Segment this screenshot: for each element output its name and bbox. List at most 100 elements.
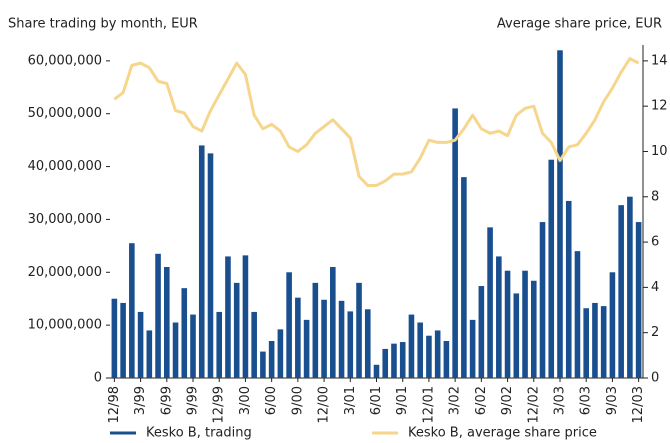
bar xyxy=(504,270,511,378)
bar xyxy=(207,153,214,378)
x-tick-label: 12/03 xyxy=(631,386,646,423)
x-tick-label: 6/03 xyxy=(579,386,594,415)
bar xyxy=(233,282,240,378)
bar xyxy=(496,256,502,378)
bar xyxy=(364,309,371,378)
bar xyxy=(225,256,231,378)
x-tick-label: 6/01 xyxy=(369,386,384,415)
y-tick-label: 30,000,000 xyxy=(28,212,102,227)
bar xyxy=(382,348,389,378)
bar xyxy=(627,196,633,378)
x-tick-label: 12/98 xyxy=(107,386,122,423)
bar xyxy=(120,302,126,378)
bar xyxy=(618,205,624,378)
legend-label: Kesko B, trading xyxy=(146,426,252,441)
bar xyxy=(478,286,485,378)
bar xyxy=(443,341,450,378)
bar xyxy=(347,311,354,378)
bar xyxy=(548,159,555,378)
bar xyxy=(129,243,135,378)
bar xyxy=(242,255,249,378)
bar xyxy=(539,222,546,378)
x-tick-label: 6/00 xyxy=(264,386,279,415)
x-tick-label: 3/02 xyxy=(448,386,463,415)
bar xyxy=(399,342,406,378)
x-tick-label: 6/99 xyxy=(159,386,174,415)
bar xyxy=(469,319,476,378)
x-tick-label: 3/99 xyxy=(133,386,148,415)
bar xyxy=(609,272,616,378)
y2-axis-title: Average share price, EUR xyxy=(497,17,662,32)
bar xyxy=(434,330,441,378)
bar xyxy=(321,299,327,378)
bar xyxy=(522,270,528,378)
x-tick-label: 9/99 xyxy=(186,386,201,415)
y-tick-label: 20,000,000 xyxy=(28,265,102,280)
y-tick-label: 40,000,000 xyxy=(28,159,102,174)
x-tick-label: 3/01 xyxy=(343,386,358,415)
x-tick-label: 9/00 xyxy=(290,386,305,415)
x-tick-label: 3/00 xyxy=(238,386,253,415)
x-tick-label: 9/03 xyxy=(605,386,620,415)
bar xyxy=(137,311,144,378)
bar xyxy=(286,272,292,378)
y2-tick-label: 2 xyxy=(651,325,659,340)
bar xyxy=(391,343,397,378)
bar xyxy=(155,253,161,378)
y2-tick-label: 0 xyxy=(651,371,659,386)
bar xyxy=(373,364,380,378)
y-tick-label: 10,000,000 xyxy=(28,318,102,333)
bar xyxy=(417,322,423,378)
bar xyxy=(530,280,537,378)
y-axis-title: Share trading by month, EUR xyxy=(8,17,198,32)
y-tick-label: 60,000,000 xyxy=(28,53,102,68)
bar xyxy=(312,282,319,378)
bar xyxy=(408,314,415,378)
bar xyxy=(452,108,458,378)
bar xyxy=(111,298,118,378)
bar xyxy=(574,251,581,378)
y2-tick-label: 14 xyxy=(651,53,668,68)
bar xyxy=(487,227,493,378)
x-tick-label: 9/02 xyxy=(500,386,515,415)
y-tick-label: 0 xyxy=(94,371,102,386)
bar xyxy=(303,319,310,378)
x-tick-label: 3/03 xyxy=(552,386,567,415)
y2-tick-label: 12 xyxy=(651,99,668,114)
legend-label: Kesko B, average share price xyxy=(408,426,597,441)
bar xyxy=(163,267,170,378)
bar xyxy=(426,335,432,378)
x-tick-label: 9/01 xyxy=(395,386,410,415)
bar xyxy=(583,308,590,378)
bar xyxy=(277,329,284,378)
y2-tick-label: 8 xyxy=(651,189,659,204)
bar xyxy=(356,282,362,378)
y2-tick-label: 4 xyxy=(651,280,659,295)
bar xyxy=(513,293,520,378)
bar xyxy=(216,311,223,378)
x-tick-label: 12/00 xyxy=(317,386,332,423)
bar xyxy=(592,302,598,378)
bar xyxy=(181,288,188,378)
bar xyxy=(461,177,467,378)
bar xyxy=(190,314,196,378)
y-tick-label: 50,000,000 xyxy=(28,106,102,121)
x-tick-label: 12/01 xyxy=(421,386,436,423)
price-line xyxy=(113,57,640,187)
bar xyxy=(600,306,607,378)
bar xyxy=(565,200,572,378)
bar xyxy=(146,330,153,378)
bar xyxy=(172,322,179,378)
bar xyxy=(198,145,205,378)
bar xyxy=(635,222,642,378)
y2-tick-label: 6 xyxy=(651,235,659,250)
bar xyxy=(338,300,345,378)
y2-tick-label: 10 xyxy=(651,144,668,159)
bar xyxy=(295,297,301,378)
x-tick-label: 12/02 xyxy=(526,386,541,423)
bar xyxy=(330,267,336,378)
bar xyxy=(260,351,266,378)
x-tick-label: 12/99 xyxy=(212,386,227,423)
bar xyxy=(251,311,257,378)
